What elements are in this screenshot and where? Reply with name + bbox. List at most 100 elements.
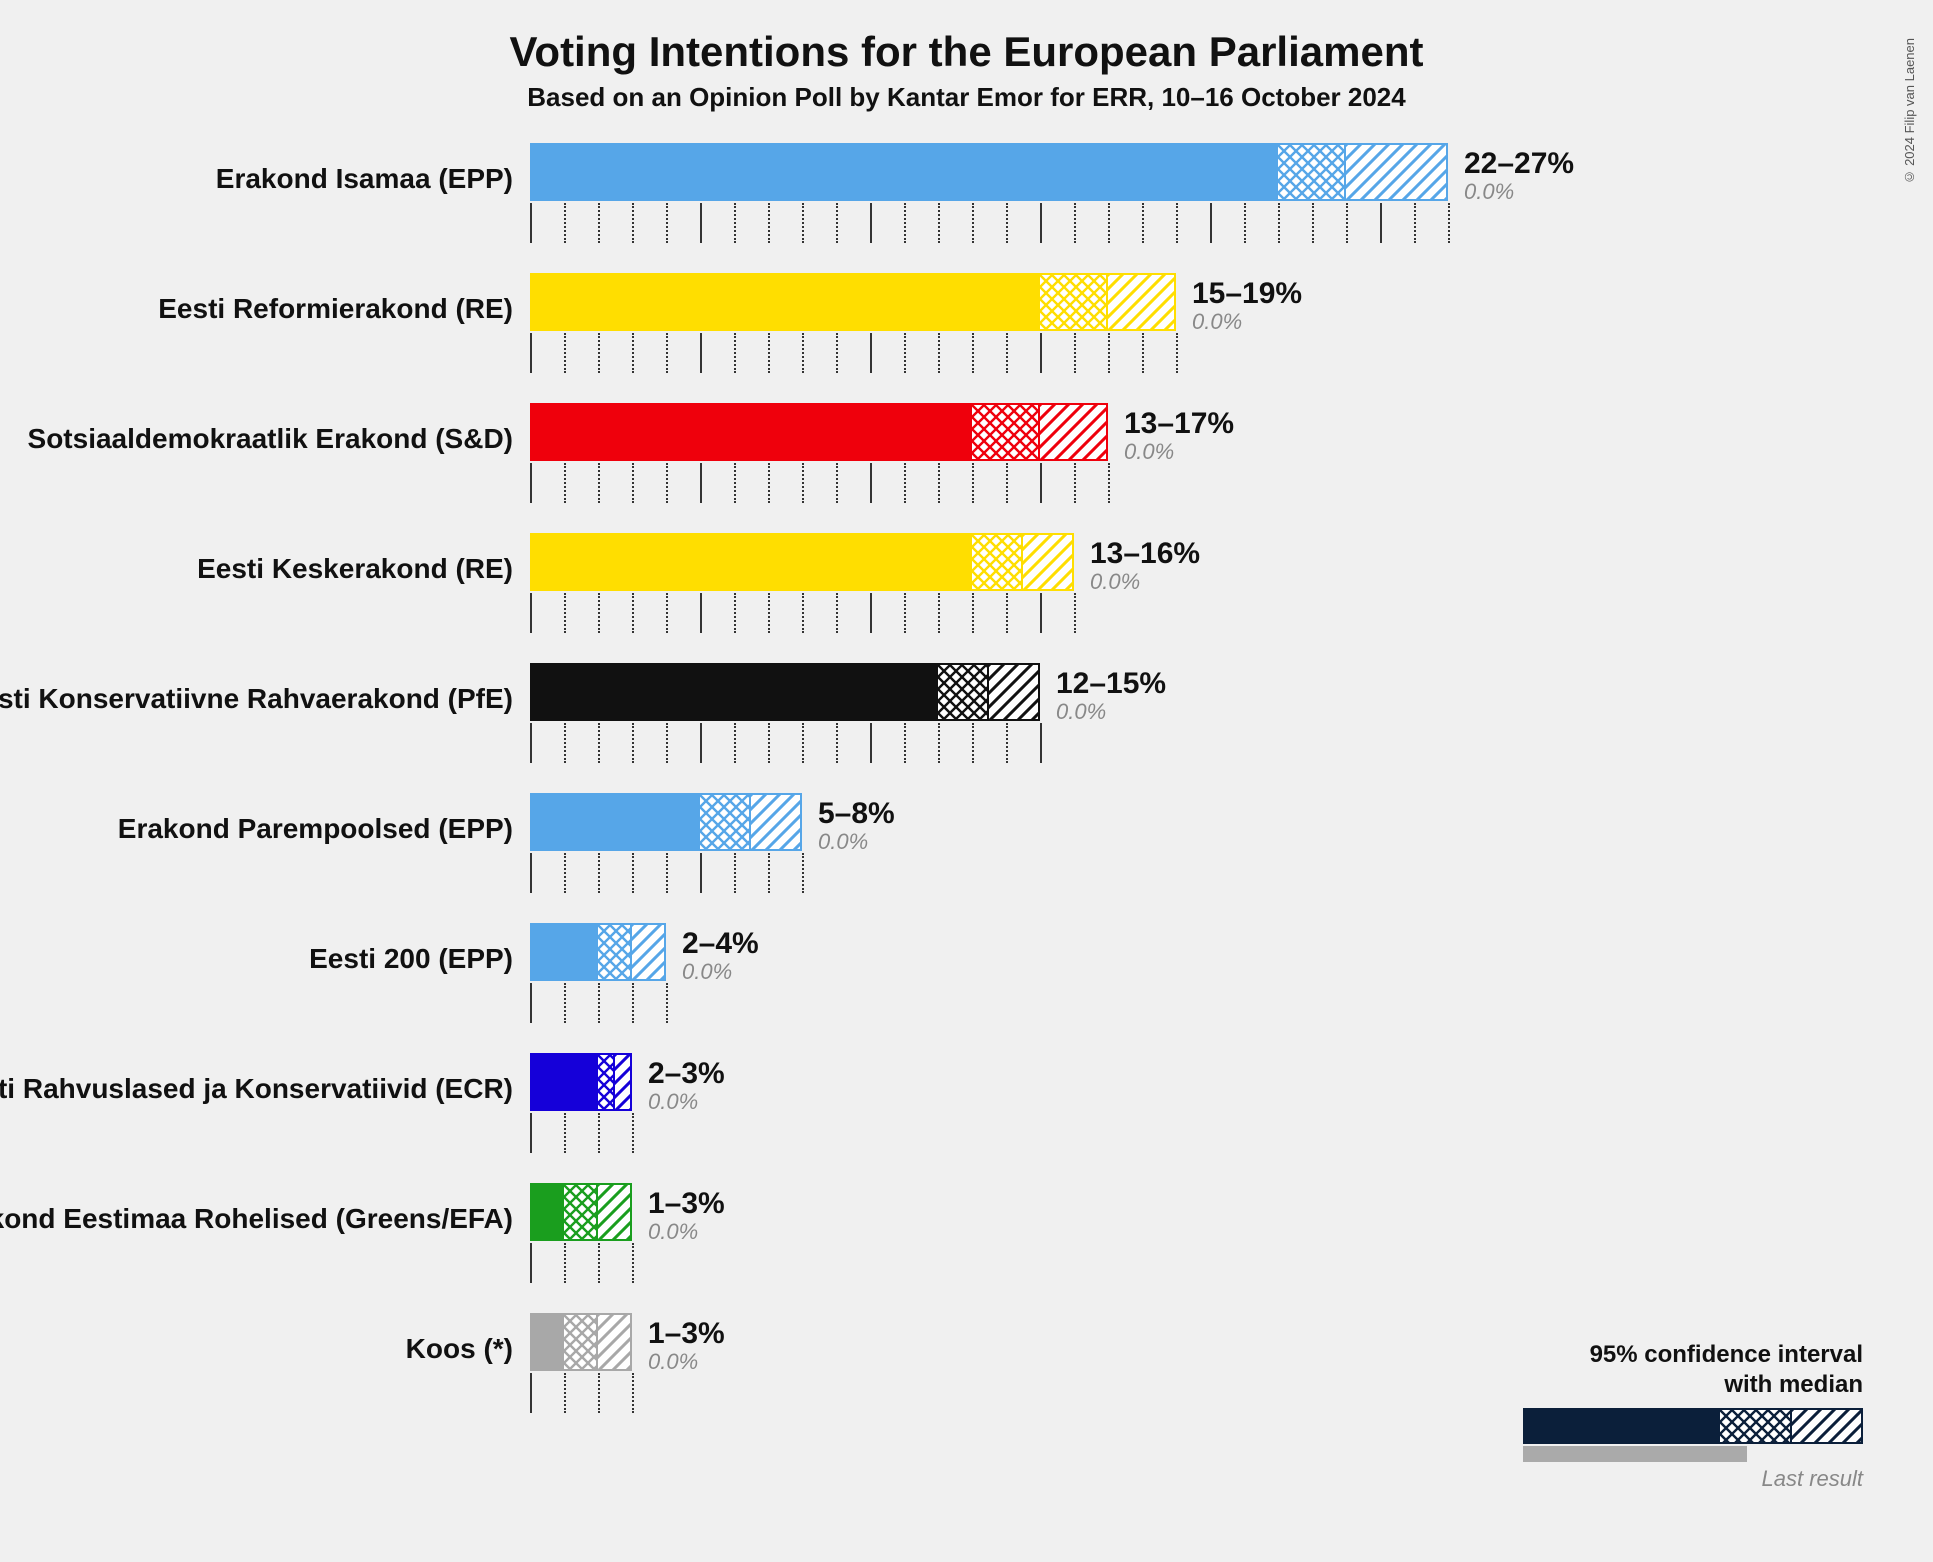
legend-bar-solid [1523, 1408, 1720, 1444]
tick-major [700, 203, 702, 243]
tick-minor [768, 203, 770, 243]
tick-minor [938, 333, 940, 373]
bar-hatch [615, 1053, 632, 1111]
tick-minor [1074, 333, 1076, 373]
chart-title: Voting Intentions for the European Parli… [0, 28, 1933, 76]
tick-minor [802, 723, 804, 763]
legend-line1: 95% confidence interval [1590, 1341, 1863, 1368]
tick-minor [1074, 463, 1076, 503]
tick-minor [632, 853, 634, 893]
tick-minor [734, 333, 736, 373]
tick-minor [904, 203, 906, 243]
table-row: Erakond Parempoolsed (EPP)5–8%0.0% [60, 793, 1873, 923]
bar-hatch [598, 1183, 632, 1241]
party-label: Eesti Reformierakond (RE) [158, 293, 513, 325]
bar-hatch [632, 923, 666, 981]
tick-minor [1074, 203, 1076, 243]
bar-crosshatch [700, 793, 751, 851]
table-row: Eesti Konservatiivne Rahvaerakond (PfE)1… [60, 663, 1873, 793]
tick-major [870, 333, 872, 373]
tick-minor [598, 203, 600, 243]
tick-minor [598, 593, 600, 633]
tick-minor [598, 1243, 600, 1283]
tick-minor [1142, 203, 1144, 243]
legend-line2: with median [1724, 1371, 1863, 1398]
tick-minor [734, 723, 736, 763]
tick-minor [666, 723, 668, 763]
bar-crosshatch [1278, 143, 1346, 201]
tick-minor [802, 853, 804, 893]
bar-solid [530, 663, 938, 721]
tick-minor [768, 463, 770, 503]
bar-solid [530, 403, 972, 461]
party-label: Erakond Isamaa (EPP) [216, 163, 513, 195]
bar-crosshatch [972, 533, 1023, 591]
tick-major [530, 203, 532, 243]
tick-major [1040, 203, 1042, 243]
bar-hatch [751, 793, 802, 851]
bar-solid [530, 143, 1278, 201]
range-label: 13–17% [1124, 407, 1234, 441]
tick-minor [972, 463, 974, 503]
legend-bar-hatch [1792, 1408, 1863, 1444]
tick-major [870, 463, 872, 503]
tick-major [700, 593, 702, 633]
bar-hatch [1346, 143, 1448, 201]
tick-minor [734, 853, 736, 893]
tick-minor [598, 983, 600, 1023]
legend: 95% confidence interval with median Last… [1523, 1340, 1863, 1492]
tick-major [530, 853, 532, 893]
tick-minor [666, 593, 668, 633]
tick-minor [1108, 203, 1110, 243]
tick-major [1040, 593, 1042, 633]
legend-bar [1523, 1408, 1863, 1444]
tick-minor [1006, 333, 1008, 373]
tick-minor [598, 1113, 600, 1153]
tick-major [1040, 333, 1042, 373]
bar-crosshatch [938, 663, 989, 721]
party-label: Eesti Konservatiivne Rahvaerakond (PfE) [0, 683, 513, 715]
tick-minor [836, 593, 838, 633]
bar-solid [530, 923, 598, 981]
tick-minor [564, 333, 566, 373]
tick-minor [598, 723, 600, 763]
previous-result-label: 0.0% [1192, 309, 1242, 335]
legend-last-result-bar [1523, 1446, 1863, 1462]
bar-hatch [1040, 403, 1108, 461]
party-label: Eesti 200 (EPP) [309, 943, 513, 975]
tick-minor [564, 1373, 566, 1413]
tick-minor [666, 463, 668, 503]
bar-hatch [989, 663, 1040, 721]
legend-last-result-label: Last result [1523, 1466, 1863, 1492]
tick-minor [1142, 333, 1144, 373]
tick-minor [1108, 333, 1110, 373]
tick-minor [734, 463, 736, 503]
tick-minor [972, 593, 974, 633]
party-label: Erakond Parempoolsed (EPP) [118, 813, 513, 845]
tick-minor [632, 723, 634, 763]
tick-minor [836, 723, 838, 763]
table-row: Sotsiaaldemokraatlik Erakond (S&D)13–17%… [60, 403, 1873, 533]
table-row: Eesti Reformierakond (RE) 15–19%0.0% [60, 273, 1873, 403]
range-label: 2–4% [682, 927, 759, 961]
tick-major [530, 333, 532, 373]
tick-minor [734, 593, 736, 633]
tick-minor [836, 203, 838, 243]
previous-result-label: 0.0% [1464, 179, 1514, 205]
previous-result-label: 0.0% [648, 1349, 698, 1375]
bar-chart: Erakond Isamaa (EPP)22–27%0.0%Eesti Refo… [60, 143, 1873, 1443]
bar-solid [530, 1313, 564, 1371]
tick-minor [1108, 463, 1110, 503]
tick-major [530, 723, 532, 763]
bar-solid [530, 1183, 564, 1241]
tick-minor [972, 333, 974, 373]
range-label: 15–19% [1192, 277, 1302, 311]
tick-minor [768, 593, 770, 633]
tick-minor [598, 853, 600, 893]
tick-minor [1006, 463, 1008, 503]
bar-hatch [1023, 533, 1074, 591]
bar-crosshatch [972, 403, 1040, 461]
legend-last-bar [1523, 1446, 1747, 1462]
previous-result-label: 0.0% [648, 1089, 698, 1115]
range-label: 1–3% [648, 1187, 725, 1221]
